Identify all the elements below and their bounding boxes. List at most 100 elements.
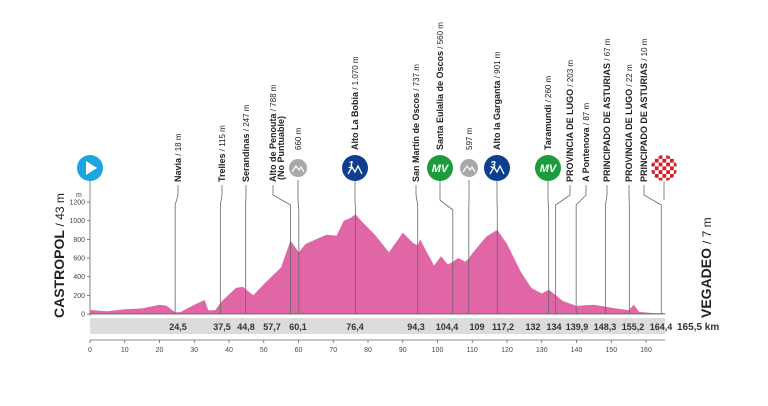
point-connector-line bbox=[297, 180, 300, 314]
point-label: A Pontenova / 87 m bbox=[581, 103, 591, 182]
point-connector-line bbox=[547, 180, 550, 314]
sprint-gray-icon bbox=[289, 159, 307, 177]
km-marker-label: 57,7 bbox=[263, 322, 281, 332]
km-marker-label: 148,3 bbox=[594, 322, 617, 332]
x-tick-label: 40 bbox=[225, 347, 233, 354]
x-tick-label: 30 bbox=[190, 347, 198, 354]
checker-pattern bbox=[651, 155, 677, 181]
point-label: PRINCIPADO DE ASTURIAS / 10 m bbox=[639, 38, 649, 182]
icon-text: 1 bbox=[348, 160, 354, 171]
km-marker-label: 132 bbox=[525, 322, 540, 332]
point-sublabel: (No Puntuable) bbox=[276, 116, 286, 180]
checker-square bbox=[666, 170, 670, 174]
point-label: San Martín de Oscos / 737 m bbox=[411, 64, 421, 182]
x-tick-label: 70 bbox=[329, 347, 337, 354]
km-marker-label: 155,2 bbox=[622, 322, 645, 332]
checker-square bbox=[654, 174, 659, 178]
checker-square bbox=[666, 177, 670, 181]
icon-circle bbox=[427, 155, 453, 181]
x-tick-label: 160 bbox=[640, 347, 652, 354]
icon-text: 3 bbox=[490, 160, 496, 171]
checker-square bbox=[670, 166, 674, 171]
x-tick-label: 100 bbox=[432, 347, 444, 354]
checker-square bbox=[651, 177, 655, 181]
x-tick-label: 120 bbox=[501, 347, 513, 354]
x-tick-label: 140 bbox=[571, 347, 583, 354]
y-unit-label: m bbox=[76, 192, 82, 199]
y-tick-label: 600 bbox=[73, 256, 85, 263]
mountain-glyph bbox=[462, 164, 476, 173]
checker-square bbox=[670, 174, 674, 178]
checker-square bbox=[673, 162, 677, 167]
km-marker-label: 109 bbox=[469, 322, 484, 332]
point-connector-line bbox=[439, 180, 454, 314]
point-label: Santa Eulalia de Oscos / 560 m bbox=[435, 22, 445, 150]
elevation-profile-area bbox=[90, 214, 666, 314]
km-marker-label: 117,2 bbox=[492, 322, 514, 332]
km-marker-label: 134 bbox=[546, 322, 561, 332]
y-tick-label: 400 bbox=[73, 274, 85, 281]
start-label: CASTROPOL / 43 m bbox=[51, 193, 67, 318]
mv-icon: MV bbox=[535, 155, 561, 181]
mountain-glyph bbox=[291, 164, 305, 173]
point-label: Serandinas / 247 m bbox=[241, 104, 251, 182]
start-icon bbox=[77, 155, 103, 200]
point-label: Trelles / 115 m bbox=[217, 125, 227, 182]
point-label: 660 m bbox=[294, 127, 303, 150]
x-tick-label: 60 bbox=[295, 347, 303, 354]
km-marker-label: 139,9 bbox=[566, 322, 589, 332]
checker-square bbox=[654, 158, 659, 163]
mountain-glyph bbox=[489, 164, 505, 175]
point-label: PROVINCIA DE LUGO / 22 m bbox=[624, 64, 634, 182]
km-marker-label: 24,5 bbox=[169, 322, 187, 332]
finish-flag-icon bbox=[651, 155, 677, 200]
point-label: Taramundi / 260 m bbox=[543, 75, 553, 150]
km-marker-label: 60,1 bbox=[289, 322, 307, 332]
icon-circle bbox=[535, 155, 561, 181]
point-connector-line bbox=[604, 185, 608, 314]
mountain-glyph bbox=[347, 164, 363, 175]
km-marker-label: 94,3 bbox=[407, 322, 425, 332]
y-tick-label: 200 bbox=[73, 293, 85, 300]
point-label: Alto de Penouta / 788 m bbox=[268, 84, 278, 182]
checker-square bbox=[666, 162, 670, 167]
point-label: PRINCIPADO DE ASTURIAS / 67 m bbox=[602, 38, 612, 182]
km-marker-label: 37,5 bbox=[213, 322, 231, 332]
checker-square bbox=[673, 155, 677, 159]
km-marker-label: 104,4 bbox=[436, 322, 459, 332]
climb-cat-1-icon: 1 bbox=[342, 155, 368, 181]
point-connector-line bbox=[575, 185, 587, 314]
x-tick-label: 90 bbox=[399, 347, 407, 354]
x-tick-label: 0 bbox=[88, 347, 92, 354]
x-tick-label: 110 bbox=[467, 347, 478, 354]
point-connector-line bbox=[643, 185, 662, 314]
x-tick-label: 80 bbox=[364, 347, 372, 354]
checker-square bbox=[651, 170, 655, 174]
point-label: PROVINCIA DE LUGO / 203 m bbox=[565, 60, 575, 182]
icon-circle bbox=[342, 155, 368, 181]
checker-square bbox=[662, 174, 667, 178]
point-label: Navia / 18 m bbox=[173, 133, 183, 182]
icon-text: MV bbox=[540, 163, 558, 175]
y-tick-label: 1000 bbox=[69, 218, 85, 225]
checker-square bbox=[658, 177, 663, 181]
point-connector-line bbox=[272, 185, 291, 314]
km-marker-label: 76,4 bbox=[346, 322, 364, 332]
climb-cat-3-icon: 3 bbox=[484, 155, 510, 181]
x-tick-label: 10 bbox=[121, 347, 129, 354]
point-label: Alto la Garganta / 901 m bbox=[492, 51, 502, 150]
y-tick-label: 800 bbox=[73, 237, 85, 244]
checker-square bbox=[654, 166, 659, 171]
sprint-gray-icon bbox=[460, 159, 478, 177]
point-connector-line bbox=[174, 185, 179, 314]
km-bar bbox=[90, 318, 666, 334]
km-marker-label: 44,8 bbox=[237, 322, 255, 332]
point-connector-line bbox=[219, 185, 223, 314]
finish-label: VEGADEO / 7 m bbox=[698, 217, 714, 318]
x-tick-label: 20 bbox=[156, 347, 164, 354]
play-icon bbox=[86, 161, 97, 175]
x-tick-label: 150 bbox=[605, 347, 617, 354]
checker-square bbox=[662, 158, 667, 163]
checker-square bbox=[651, 155, 655, 159]
